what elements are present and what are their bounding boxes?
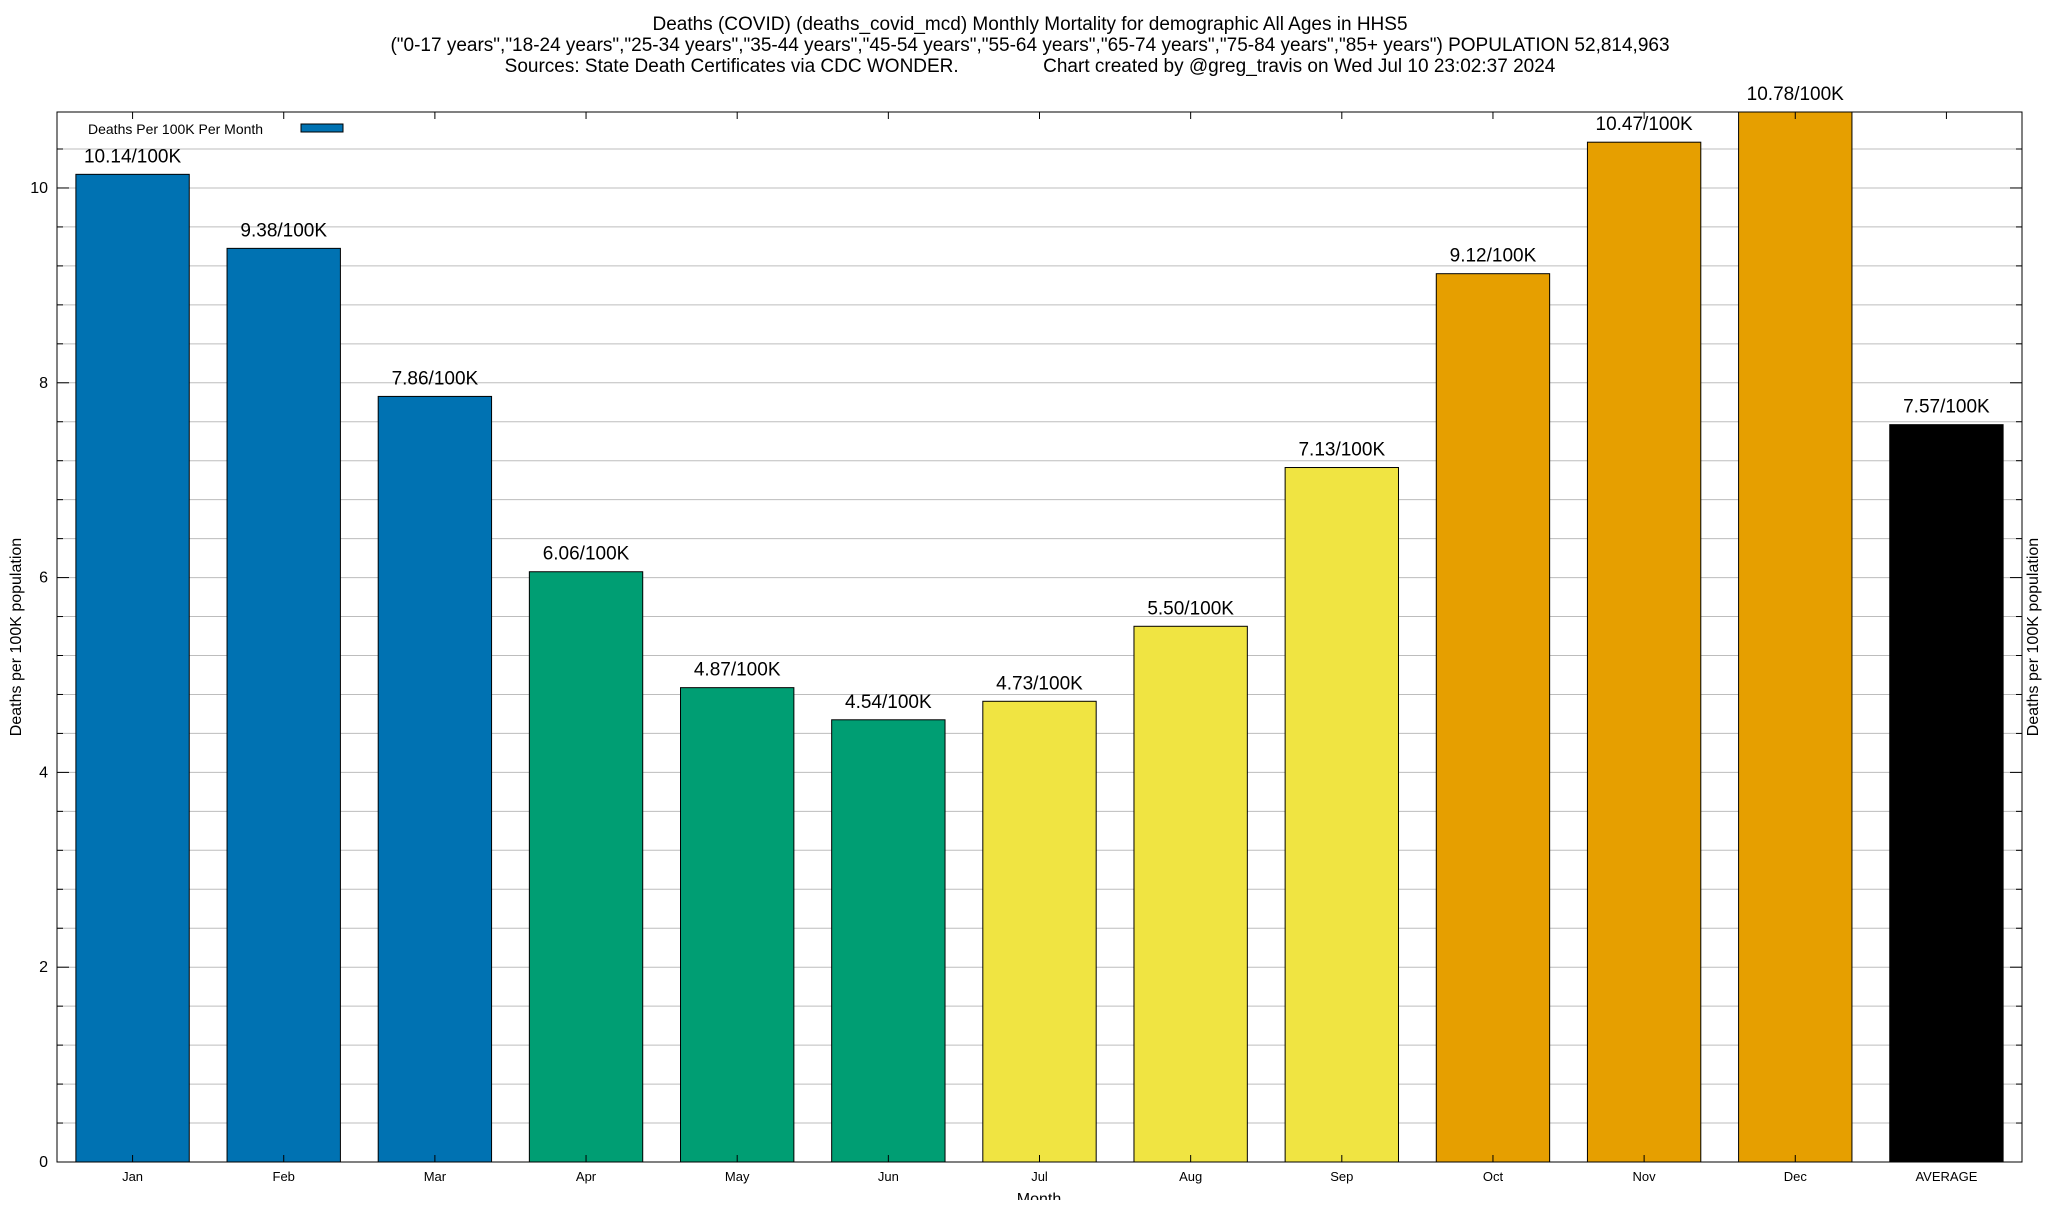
value-labels: 10.14/100K 9.38/100K 7.86/100K 6.06/100K 4.8… bbox=[84, 84, 1990, 713]
bar-sep bbox=[1284, 467, 1399, 1163]
y-tick-label: 10 bbox=[30, 180, 48, 197]
x-tick-label: Jul bbox=[1031, 1169, 1048, 1184]
bar-nov bbox=[1586, 141, 1702, 1163]
bar-mar bbox=[377, 395, 493, 1163]
y-tick-label: 0 bbox=[39, 1154, 48, 1171]
value-label: 7.86/100K bbox=[392, 368, 479, 389]
value-label: 7.13/100K bbox=[1298, 440, 1385, 461]
bar-jul bbox=[982, 700, 1097, 1163]
x-tick-label: Jan bbox=[122, 1169, 143, 1184]
x-tick-labels: Jan Feb Mar Apr May Jun Jul Aug Sep Oct Nov Dec AVER… bbox=[122, 1169, 1978, 1184]
x-tick-label: Nov bbox=[1633, 1169, 1657, 1184]
bar-feb bbox=[226, 247, 341, 1163]
value-label: 10.78/100K bbox=[1747, 84, 1845, 105]
legend: Deaths Per 100K Per Month bbox=[88, 121, 344, 137]
value-label: 7.57/100K bbox=[1903, 397, 1990, 418]
legend-label: Deaths Per 100K Per Month bbox=[88, 121, 263, 137]
value-label: 4.87/100K bbox=[694, 660, 781, 681]
y-tick-label: 2 bbox=[39, 959, 48, 976]
x-tick-label: Apr bbox=[576, 1169, 597, 1184]
value-label: 6.06/100K bbox=[543, 544, 630, 565]
x-tick-label: Jun bbox=[878, 1169, 899, 1184]
x-tick-label: AVERAGE bbox=[1915, 1169, 1977, 1184]
bar-dec bbox=[1738, 111, 1853, 1163]
value-label: 4.54/100K bbox=[845, 692, 932, 713]
chart-title: Deaths (COVID) (deaths_covid_mcd) Monthl… bbox=[652, 14, 1407, 35]
y2-axis-label: Deaths per 100K population bbox=[2025, 538, 2042, 736]
chart-subtitle-sources: Sources: State Death Certificates via CD… bbox=[505, 56, 1556, 77]
x-tick-label: Oct bbox=[1483, 1169, 1504, 1184]
x-tick-label: Aug bbox=[1179, 1169, 1202, 1184]
y-axis-label: Deaths per 100K population bbox=[8, 538, 25, 736]
y-tick-label: 6 bbox=[39, 570, 48, 587]
bar-jan bbox=[75, 173, 190, 1163]
plot-frame bbox=[56, 111, 2023, 1163]
bar-apr bbox=[528, 571, 644, 1163]
x-tick-label: Sep bbox=[1330, 1169, 1353, 1184]
value-label: 4.73/100K bbox=[996, 673, 1083, 694]
chart-subtitle-ages: ("0-17 years","18-24 years","25-34 years… bbox=[390, 35, 1669, 56]
value-label: 9.38/100K bbox=[240, 220, 327, 241]
value-label: 10.14/100K bbox=[84, 146, 182, 167]
bar-aug bbox=[1133, 625, 1248, 1163]
y-tick-label: 8 bbox=[39, 375, 48, 392]
legend-swatch bbox=[300, 123, 344, 133]
value-label: 9.12/100K bbox=[1450, 246, 1537, 267]
x-tick-label: Feb bbox=[273, 1169, 295, 1184]
x-axis-label: Month bbox=[1017, 1191, 1061, 1200]
value-label: 10.47/100K bbox=[1596, 114, 1694, 135]
bar-oct bbox=[1435, 273, 1551, 1163]
y-tick-label: 4 bbox=[39, 764, 48, 781]
bars bbox=[75, 111, 2004, 1163]
value-label: 5.50/100K bbox=[1147, 598, 1234, 619]
bar-may bbox=[680, 687, 795, 1163]
y-tick-labels: 0 2 4 6 8 10 bbox=[30, 180, 48, 1171]
bar-jun bbox=[831, 719, 946, 1163]
bar-average bbox=[1889, 424, 2004, 1163]
x-tick-label: Dec bbox=[1784, 1169, 1808, 1184]
x-tick-label: May bbox=[725, 1169, 750, 1184]
x-tick-label: Mar bbox=[424, 1169, 447, 1184]
